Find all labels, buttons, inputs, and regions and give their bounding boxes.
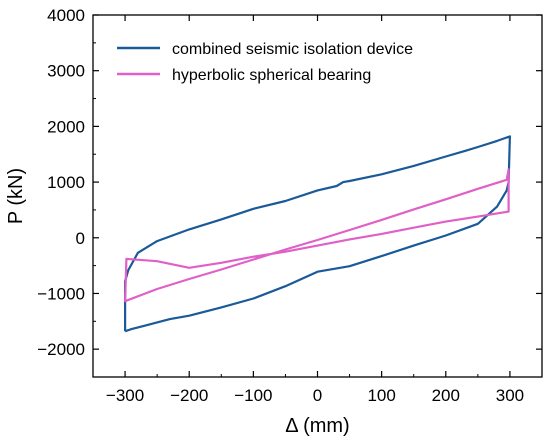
y-tick-label: 1000 xyxy=(47,173,85,192)
legend-label-combined-device: combined seismic isolation device xyxy=(172,41,413,58)
y-tick-label: 0 xyxy=(76,229,85,248)
plot-area xyxy=(123,135,511,333)
series-line-0 xyxy=(123,135,511,333)
x-tick-label: 100 xyxy=(367,386,395,405)
y-tick-label: −1000 xyxy=(37,284,85,303)
x-tick-label: −300 xyxy=(106,386,144,405)
legend-label-hyperbolic-bearing: hyperbolic spherical bearing xyxy=(172,67,371,84)
y-axis-title: P (kN) xyxy=(5,168,27,224)
legend: combined seismic isolation device hyperb… xyxy=(117,41,413,84)
axes: −300 −200 −100 0 100 200 300−2000−100001000200… xyxy=(37,6,543,405)
x-tick-label: 200 xyxy=(432,386,460,405)
series-line-1 xyxy=(124,168,510,303)
x-tick-label: 300 xyxy=(496,386,524,405)
x-tick-label: 0 xyxy=(313,386,322,405)
x-axis-title: Δ (mm) xyxy=(285,415,349,437)
y-tick-label: 3000 xyxy=(47,62,85,81)
y-tick-label: −2000 xyxy=(37,340,85,359)
y-tick-label: 2000 xyxy=(47,117,85,136)
y-tick-label: 4000 xyxy=(47,6,85,25)
x-tick-label: −100 xyxy=(234,386,272,405)
x-tick-label: −200 xyxy=(170,386,208,405)
